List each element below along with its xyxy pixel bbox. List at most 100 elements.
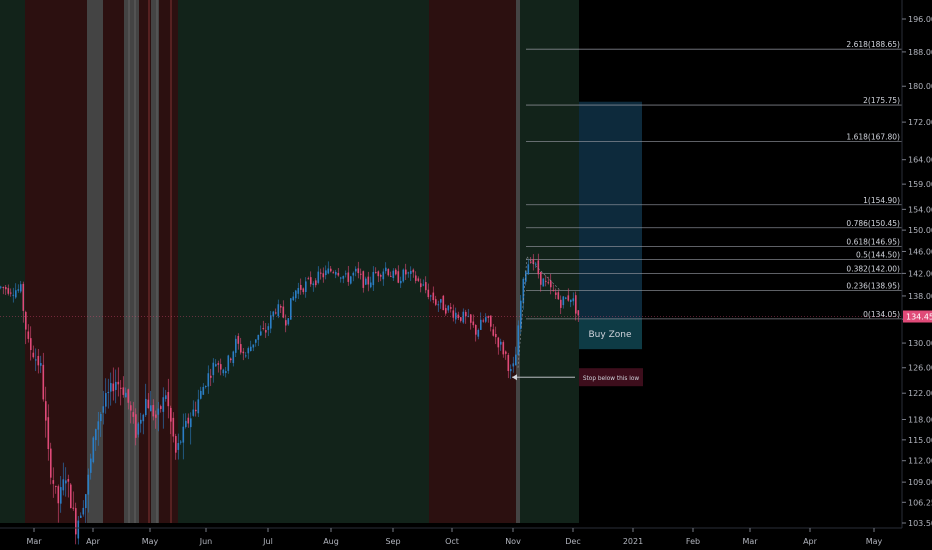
- candle-body: [347, 272, 350, 282]
- candle-body: [137, 423, 140, 435]
- candle-body: [312, 283, 315, 286]
- candle-body: [57, 486, 60, 504]
- y-tick-label: 138.00: [908, 292, 932, 301]
- candle-body: [270, 315, 272, 329]
- x-tick-label: May: [866, 537, 883, 546]
- x-tick-label: Jun: [199, 537, 213, 546]
- fib-level-label: 0(134.05): [863, 310, 900, 319]
- candle-body: [175, 436, 177, 453]
- y-tick-label: 130.00: [908, 339, 932, 348]
- regime-band: [429, 0, 516, 523]
- candle-body: [287, 318, 290, 325]
- y-tick-label: 118.00: [908, 416, 932, 425]
- x-tick-label: Aug: [323, 537, 339, 546]
- candle-body: [320, 272, 322, 274]
- candle-body: [345, 273, 347, 275]
- candle-body: [112, 383, 115, 392]
- candle-body: [277, 304, 280, 317]
- y-tick-label: 150.00: [908, 226, 932, 235]
- candle-body: [460, 317, 462, 321]
- x-tick-label: 2021: [623, 537, 643, 546]
- buy-zone-label-box: [579, 318, 642, 350]
- candle-body: [147, 399, 150, 409]
- candle-body: [562, 296, 565, 306]
- candle-body: [542, 278, 545, 287]
- candle-body: [485, 317, 487, 322]
- candle-body: [20, 284, 22, 292]
- candle-body: [537, 260, 540, 275]
- candle-body: [87, 474, 90, 495]
- y-tick-label: 106.25: [908, 498, 932, 507]
- candle-body: [12, 294, 15, 296]
- candle-body: [415, 275, 417, 281]
- candle-body: [315, 280, 317, 286]
- candle-body: [560, 299, 562, 308]
- candle-body: [225, 371, 227, 374]
- candle-body: [27, 331, 30, 339]
- x-tick-label: Jul: [262, 537, 273, 546]
- y-tick-label: 112.00: [908, 457, 932, 466]
- candle-body: [477, 330, 480, 337]
- candle-body: [170, 407, 172, 422]
- candle-body: [322, 273, 325, 278]
- candle-body: [272, 311, 275, 317]
- candle-body: [535, 263, 537, 265]
- candle-body: [180, 441, 182, 443]
- candle-body: [265, 330, 267, 333]
- fib-level-label: 2(175.75): [863, 96, 900, 105]
- x-tick-label: May: [142, 537, 159, 546]
- candle-body: [217, 363, 220, 365]
- buy-zone-label: Buy Zone: [589, 330, 632, 340]
- candle-body: [557, 292, 560, 300]
- candle-body: [67, 479, 70, 482]
- y-tick-label: 109.00: [908, 478, 932, 487]
- candle-body: [70, 484, 72, 509]
- candle-body: [507, 354, 510, 371]
- candle-body: [555, 292, 557, 295]
- candle-body: [62, 479, 65, 491]
- y-tick-label: 159.00: [908, 180, 932, 189]
- candle-body: [290, 298, 292, 320]
- y-tick-label: 180.00: [908, 82, 932, 91]
- candle-body: [410, 270, 412, 274]
- candle-body: [7, 288, 10, 294]
- candle-body: [305, 281, 307, 293]
- candle-body: [77, 520, 80, 539]
- regime-band: [151, 0, 159, 523]
- candle-body: [0, 286, 2, 288]
- candle-body: [167, 392, 170, 407]
- regime-band: [124, 0, 139, 523]
- candle-body: [132, 412, 135, 417]
- x-tick-label: Feb: [686, 537, 700, 546]
- candle-body: [275, 312, 277, 314]
- candle-body: [122, 387, 125, 395]
- regime-band: [520, 0, 579, 523]
- candle-body: [280, 306, 282, 308]
- candle-body: [462, 311, 465, 323]
- candle-body: [250, 346, 252, 352]
- candle-body: [515, 354, 517, 366]
- candle-body: [157, 408, 160, 415]
- candle-body: [540, 271, 542, 285]
- candle-body: [392, 270, 395, 279]
- candle-body: [82, 507, 85, 515]
- candle-body: [545, 280, 547, 282]
- candle-body: [442, 295, 445, 311]
- candle-body: [42, 364, 45, 400]
- candle-body: [472, 321, 475, 326]
- annotations: Stop below this low: [512, 256, 643, 387]
- candle-body: [182, 426, 185, 443]
- candle-body: [475, 324, 477, 335]
- candle-body: [5, 287, 7, 290]
- x-tick-label: Nov: [505, 537, 521, 546]
- candle-body: [30, 338, 32, 351]
- candle-body: [262, 328, 265, 330]
- y-tick-label: 146.00: [908, 247, 932, 256]
- candle-body: [75, 508, 77, 535]
- candle-body: [300, 284, 302, 290]
- regime-band: [156, 0, 158, 523]
- candle-body: [32, 352, 35, 358]
- candle-body: [340, 277, 342, 279]
- x-tick-label: Mar: [26, 537, 42, 546]
